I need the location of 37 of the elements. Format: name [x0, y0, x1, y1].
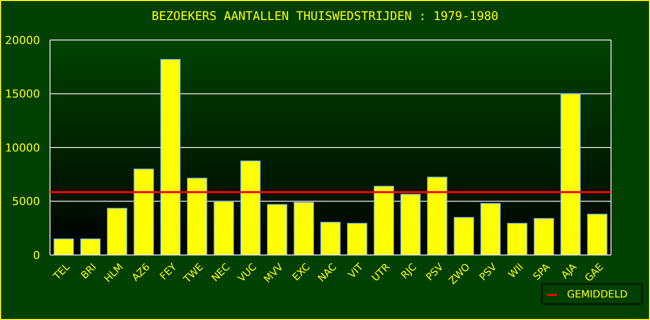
x-tick-label: VIT: [346, 261, 366, 281]
bar: [507, 222, 528, 256]
y-tick-label: 0: [33, 248, 40, 262]
bar: [534, 218, 554, 256]
y-tick-label: 5000: [12, 195, 40, 208]
x-tick-label: FEY: [158, 261, 180, 282]
x-tick-label: AJA: [560, 262, 580, 282]
x-tick-label: RJC: [399, 262, 420, 282]
bar: [347, 222, 368, 256]
bar: [320, 222, 341, 256]
x-tick-label: BRI: [79, 262, 100, 282]
legend-label: GEMIDDELD: [567, 290, 628, 300]
x-tick-label: SPA: [532, 262, 553, 283]
bar: [480, 203, 501, 256]
chart-title: BEZOEKERS AANTALLEN THUISWEDSTRIJDEN : 1979-1980: [152, 9, 498, 23]
bar: [587, 214, 608, 256]
x-tick-label: WII: [506, 262, 526, 281]
bar: [214, 200, 234, 256]
y-tick-label: 10000: [5, 141, 40, 154]
bar: [294, 202, 314, 256]
bar: [106, 208, 128, 256]
bar: [54, 238, 74, 256]
y-tick-label: 20000: [5, 34, 40, 47]
bar: [560, 93, 581, 256]
bar: [240, 160, 261, 256]
bar: [160, 58, 181, 256]
bar: [134, 168, 154, 256]
bar: [186, 178, 208, 256]
bar: [80, 238, 101, 256]
y-tick-label: 15000: [5, 88, 40, 101]
x-tick-label: TEL: [51, 262, 73, 284]
bar: [267, 204, 288, 256]
x-tick-label: UTR: [370, 262, 392, 284]
bar: [374, 186, 394, 256]
bar: [454, 216, 474, 256]
bar: [427, 176, 448, 256]
bar: [400, 194, 421, 256]
